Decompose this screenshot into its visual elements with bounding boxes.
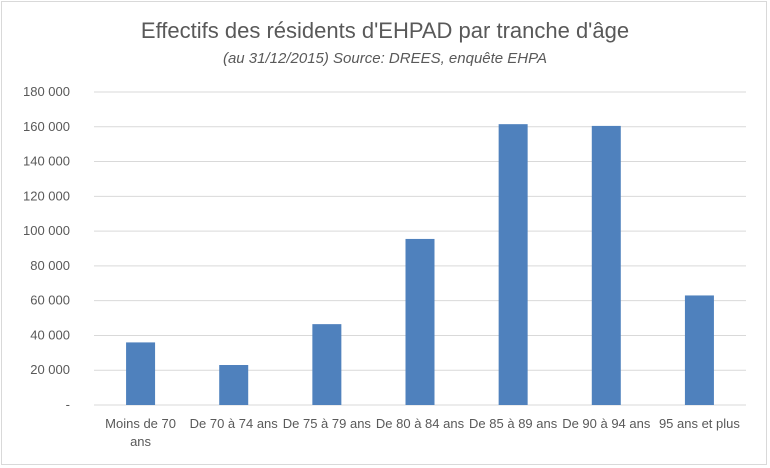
bar-3 bbox=[405, 238, 435, 405]
x-tick-label-3: De 80 à 84 ans bbox=[376, 416, 465, 431]
y-tick-label-1: 20 000 bbox=[30, 362, 70, 377]
bar-1 bbox=[219, 365, 249, 405]
y-tick-label-5: 100 000 bbox=[23, 223, 70, 238]
y-tick-label-0: - bbox=[66, 397, 70, 412]
bar-2 bbox=[312, 324, 342, 405]
x-tick-label-1: De 70 à 74 ans bbox=[190, 416, 279, 431]
y-tick-label-6: 120 000 bbox=[23, 188, 70, 203]
x-tick-label-5: De 90 à 94 ans bbox=[562, 416, 651, 431]
bar-4 bbox=[498, 124, 528, 406]
x-tick-label-2: De 75 à 79 ans bbox=[283, 416, 372, 431]
y-tick-label-3: 60 000 bbox=[30, 293, 70, 308]
bar-5 bbox=[591, 125, 621, 406]
x-tick-label-0-line-1: ans bbox=[130, 434, 151, 449]
x-tick-label-6: 95 ans et plus bbox=[659, 416, 740, 431]
x-tick-label-4: De 85 à 89 ans bbox=[469, 416, 558, 431]
y-tick-label-4: 80 000 bbox=[30, 258, 70, 273]
bar-0 bbox=[126, 342, 156, 405]
bar-6 bbox=[684, 295, 714, 405]
chart-title: Effectifs des résidents d'EHPAD par tran… bbox=[140, 18, 630, 43]
chart-subtitle: (au 31/12/2015) Source: DREES, enquête E… bbox=[222, 50, 548, 67]
y-tick-label-7: 140 000 bbox=[23, 154, 70, 169]
x-tick-label-0-line-0: Moins de 70 bbox=[105, 416, 176, 431]
y-tick-label-2: 40 000 bbox=[30, 327, 70, 342]
y-tick-label-8: 160 000 bbox=[23, 119, 70, 134]
y-tick-label-9: 180 000 bbox=[23, 84, 70, 99]
